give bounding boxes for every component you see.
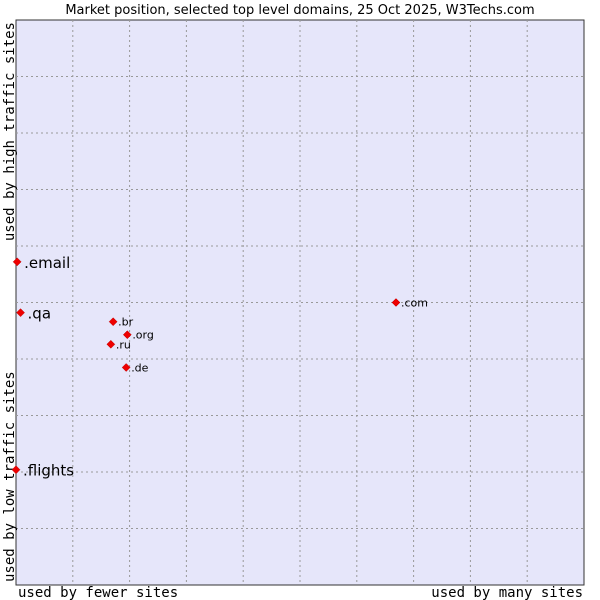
point-flights-label: .flights [23, 462, 74, 480]
point-br-label: .br [118, 316, 133, 329]
point-qa-marker [16, 308, 25, 318]
point-qa-label: .qa [28, 305, 51, 323]
x-axis-label-left: used by fewer sites [18, 585, 178, 600]
point-com-label: .com [401, 297, 428, 310]
point-email-marker [12, 257, 22, 267]
y-axis-label-top: used by high traffic sites [2, 22, 18, 241]
point-ru-marker [106, 339, 116, 349]
point-org-marker [122, 330, 132, 340]
point-br-marker [108, 317, 118, 327]
point-com-marker [391, 298, 401, 307]
point-email-label: .email [24, 254, 70, 272]
data-points: .email .qa .flights .com .br.org.ru.de [11, 254, 428, 480]
point-flights-marker [11, 465, 21, 475]
x-axis-label-right: used by many sites [431, 585, 583, 600]
point-org-label: .org [132, 329, 154, 342]
chart-title: Market position, selected top level doma… [65, 3, 534, 18]
point-de-marker [121, 363, 131, 372]
point-de-label: .de [131, 361, 148, 374]
point-ru-label: .ru [116, 338, 131, 351]
grid-lines [16, 20, 584, 585]
y-axis-label-bottom: used by low traffic sites [2, 371, 18, 582]
